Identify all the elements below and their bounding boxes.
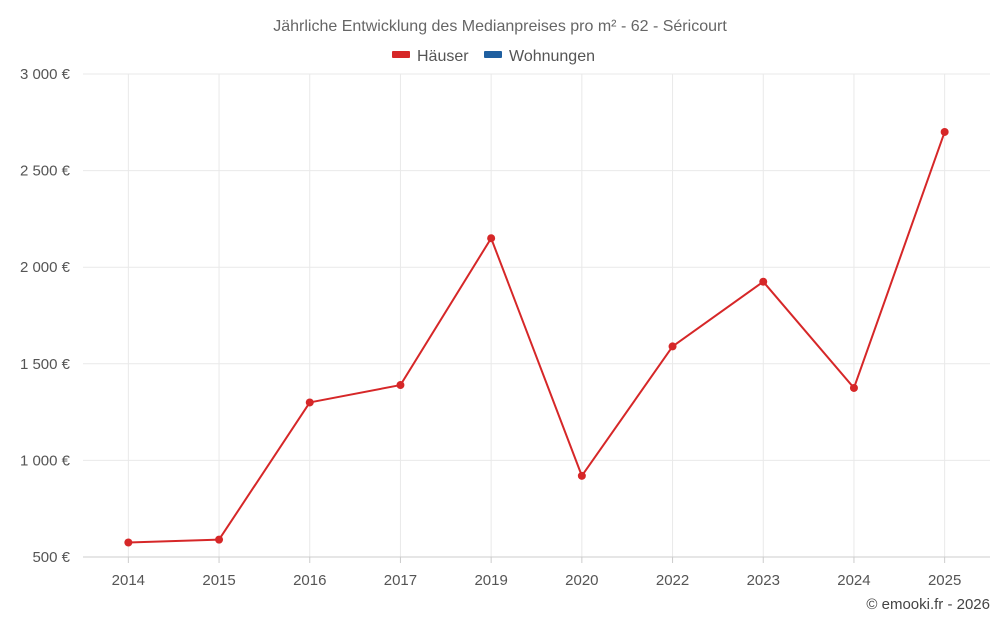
x-tick-label: 2024 [837, 572, 870, 589]
x-tick-label: 2015 [202, 572, 235, 589]
x-tick-label: 2025 [928, 572, 961, 589]
data-point[interactable] [305, 398, 314, 407]
x-tick-label: 2014 [112, 572, 145, 589]
x-tick-label: 2020 [565, 572, 598, 589]
x-tick-label: 2016 [293, 572, 326, 589]
y-tick-labels: 500 € 1 000 € 1 500 € 2 000 € 2 500 € 3 000 € [20, 66, 71, 566]
x-tick-labels: 2014 2015 2016 2017 2019 2020 2022 2023 2024 2025 [112, 572, 962, 589]
data-point[interactable] [124, 538, 133, 547]
series-line [128, 131, 946, 544]
y-tick-label: 3 000 € [20, 66, 71, 83]
x-tick-label: 2019 [474, 572, 507, 589]
x-tick-label: 2017 [384, 572, 417, 589]
y-tick-label: 1 500 € [20, 356, 71, 373]
y-tick-label: 1 000 € [20, 452, 71, 469]
data-point[interactable] [577, 471, 586, 480]
y-tick-label: 2 000 € [20, 259, 71, 276]
data-point[interactable] [849, 383, 858, 392]
legend-swatch-haeuser [392, 51, 410, 58]
x-tick-label: 2022 [656, 572, 689, 589]
axes [83, 556, 990, 563]
grid-lines [83, 73, 990, 557]
legend-swatch-wohnungen [484, 51, 502, 58]
series-haeuser [124, 127, 949, 547]
data-point[interactable] [940, 127, 949, 136]
legend-label-haeuser[interactable]: Häuser [417, 48, 469, 65]
x-tick-label: 2023 [747, 572, 780, 589]
data-point[interactable] [396, 381, 405, 390]
y-tick-label: 500 € [32, 549, 70, 566]
data-point[interactable] [215, 535, 224, 544]
data-point[interactable] [668, 342, 677, 351]
data-point[interactable] [759, 277, 768, 286]
credit-text: © emooki.fr - 2026 [866, 596, 990, 613]
chart-title: Jährliche Entwicklung des Medianpreises … [273, 18, 727, 35]
y-tick-label: 2 500 € [20, 163, 71, 180]
data-point[interactable] [487, 234, 496, 243]
legend-label-wohnungen[interactable]: Wohnungen [509, 48, 595, 65]
legend: Häuser Wohnungen [392, 48, 595, 65]
